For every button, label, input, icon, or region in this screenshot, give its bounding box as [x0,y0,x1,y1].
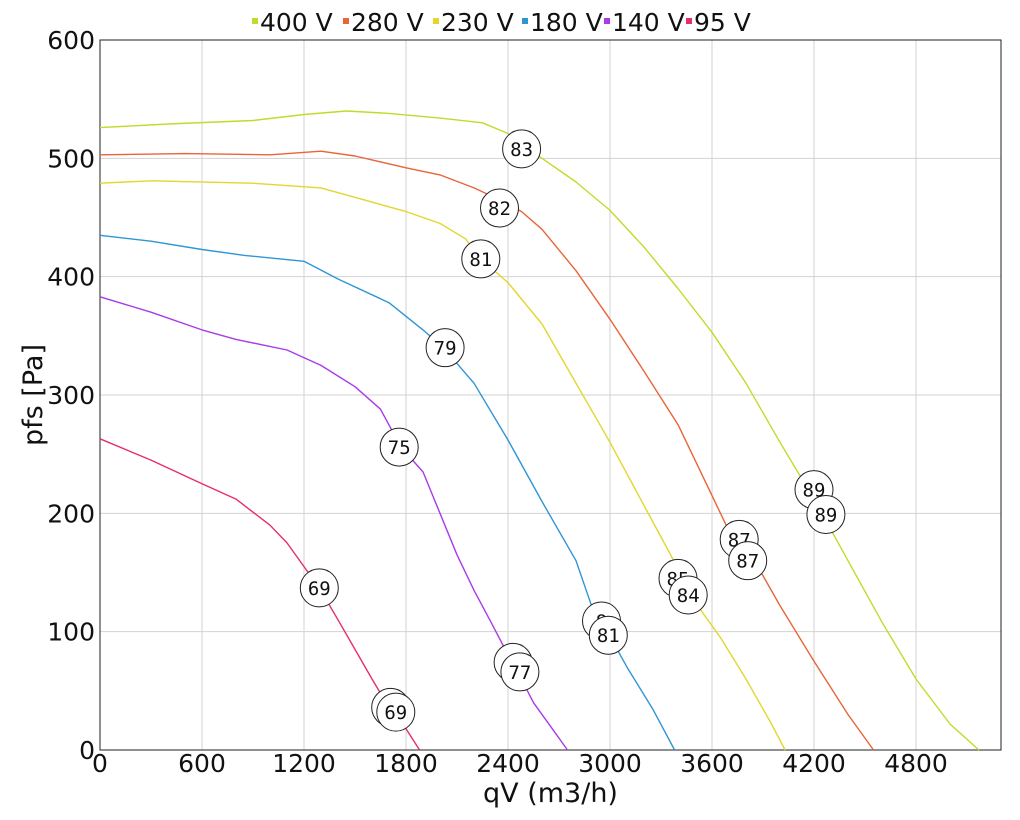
efficiency-label: 79 [425,328,465,368]
legend-label: 180 V [530,8,603,37]
x-tick-label: 4200 [782,749,846,778]
legend: 400 V 280 V 230 V 180 V 140 V 95 V [252,8,751,37]
series-line-280v [99,150,875,751]
legend-swatch [522,18,528,24]
y-axis-ticks: 0 100 200 300 400 500 600 [47,26,95,765]
y-tick-label: 200 [47,499,95,528]
y-tick-label: 100 [47,618,95,647]
point-labels: 838989828787818584798817577769669 [299,129,846,732]
legend-swatch [252,18,258,24]
series-lines [99,110,980,751]
efficiency-value: 69 [308,578,331,600]
efficiency-label: 82 [480,188,519,228]
y-tick-label: 300 [47,381,95,410]
y-axis-label: pfs [Pa] [18,344,49,446]
y-tick-label: 600 [47,26,95,55]
efficiency-value: 79 [434,338,457,360]
efficiency-label: 84 [668,575,708,615]
efficiency-value: 69 [384,702,407,724]
series-line-400v [99,110,980,751]
efficiency-label: 87 [728,541,768,581]
efficiency-bubble [299,568,339,608]
x-tick-label: 4800 [884,749,948,778]
efficiency-value: 84 [677,585,700,607]
efficiency-label: 81 [588,615,628,655]
efficiency-bubble [588,615,628,655]
efficiency-label: 69 [376,692,416,732]
efficiency-bubble [376,692,416,732]
efficiency-bubble [425,328,465,368]
legend-swatch [343,18,349,24]
x-tick-label: 1800 [374,749,438,778]
x-tick-label: 600 [178,749,226,778]
efficiency-bubble [502,129,542,169]
efficiency-value: 89 [814,505,837,527]
legend-label: 280 V [351,8,424,37]
legend-label: 230 V [441,8,514,37]
efficiency-bubble [480,188,519,228]
x-tick-label: 3600 [680,749,744,778]
y-tick-label: 0 [79,736,95,765]
efficiency-bubble [379,427,419,467]
x-axis-ticks: 0 600 1200 1800 2400 3000 3600 4200 4800 [92,749,948,778]
efficiency-value: 82 [488,198,511,220]
plot-area [99,39,1002,751]
series-line-180v [99,234,676,751]
efficiency-label: 77 [500,652,540,692]
efficiency-bubble [728,541,768,581]
legend-label: 95 V [694,8,751,37]
efficiency-label: 81 [461,239,501,279]
efficiency-bubble [500,652,540,692]
y-tick-label: 500 [47,144,95,173]
efficiency-value: 75 [388,437,411,459]
efficiency-label: 69 [299,568,339,608]
y-tick-label: 400 [47,263,95,292]
efficiency-label: 75 [379,427,419,467]
series-line-140v [99,296,569,751]
legend-swatch [604,18,610,24]
series-line-230v [99,180,786,751]
x-tick-label: 3000 [578,749,642,778]
efficiency-value: 87 [736,551,759,573]
legend-swatch [686,18,692,24]
efficiency-bubble [806,495,846,535]
efficiency-bubble [668,575,708,615]
efficiency-label: 83 [502,129,542,169]
x-tick-label: 0 [92,749,108,778]
legend-label: 400 V [260,8,333,37]
efficiency-value: 81 [469,249,492,271]
efficiency-value: 81 [597,625,620,647]
efficiency-value: 83 [510,139,533,161]
grid [99,39,1001,751]
x-tick-label: 2400 [476,749,540,778]
efficiency-bubble [461,239,501,279]
efficiency-value: 77 [508,662,531,684]
efficiency-label: 89 [806,495,846,535]
x-axis-label: qV (m3/h) [483,778,618,809]
legend-swatch [433,18,439,24]
x-tick-label: 1200 [272,749,336,778]
legend-label: 140 V [612,8,685,37]
